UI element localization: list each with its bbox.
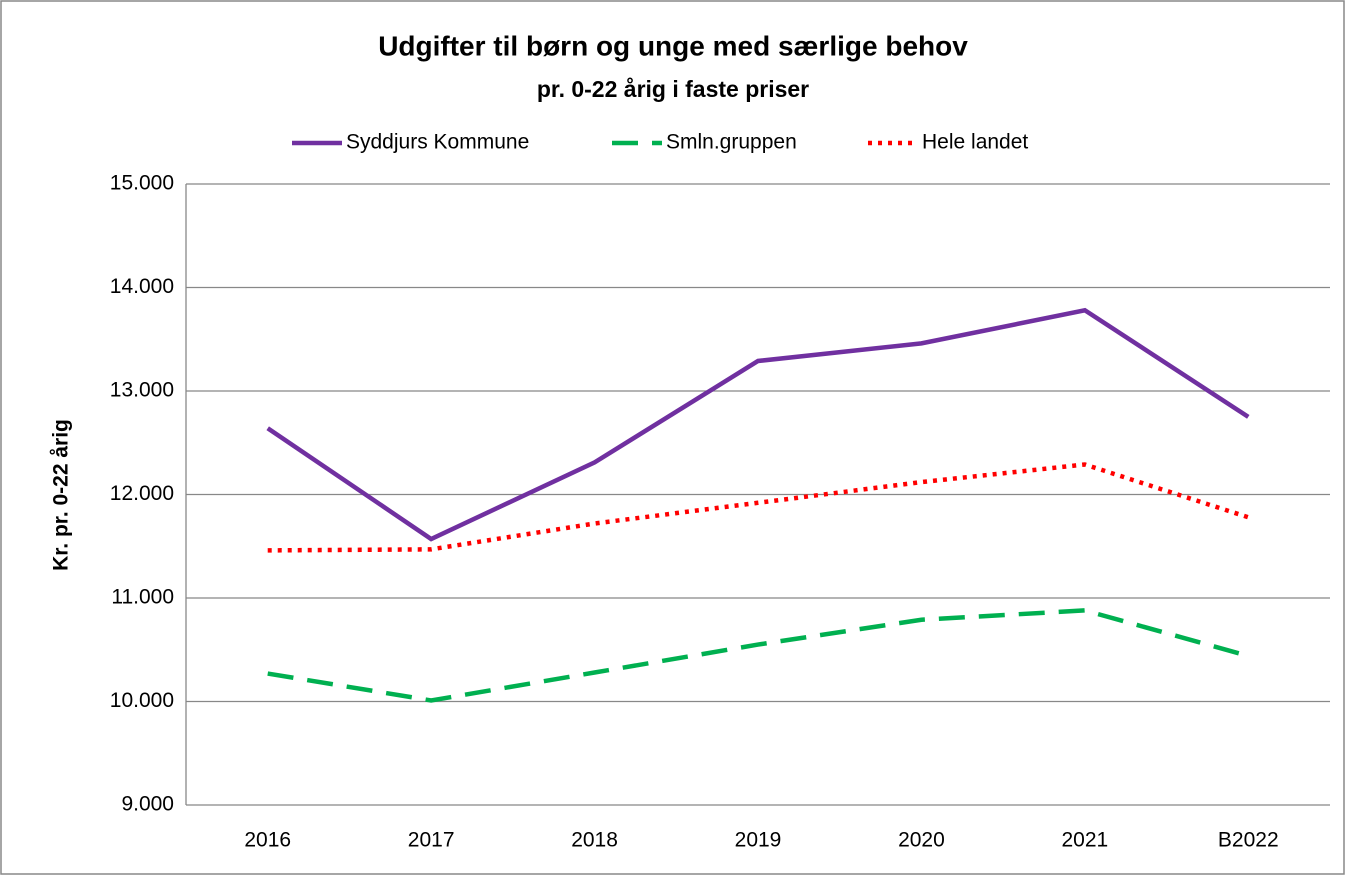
y-tick-label: 14.000 [110,275,174,298]
series-line [267,462,1249,553]
y-tick-label: 9.000 [121,793,174,816]
y-tick-label: 12.000 [110,482,174,505]
chart-subtitle: pr. 0-22 årig i faste priser [537,76,809,102]
legend-label: Smln.gruppen [666,131,797,154]
y-tick-label: 10.000 [110,689,174,712]
x-tick-label: B2022 [1218,829,1279,852]
y-tick-label: 15.000 [110,172,174,195]
legend-label: Hele landet [922,131,1028,154]
y-tick-label: 11.000 [111,586,174,609]
x-tick-label: 2018 [571,829,618,852]
series-line [267,608,1249,703]
x-tick-label: 2020 [898,829,945,852]
series-line [266,307,1250,542]
x-tick-label: 2016 [244,829,291,852]
legend-label: Syddjurs Kommune [346,131,529,154]
x-tick-label: 2017 [408,829,455,852]
x-tick-label: 2021 [1061,829,1108,852]
y-axis-label: Kr. pr. 0-22 årig [50,419,73,571]
chart-title: Udgifter til børn og unge med særlige be… [378,30,968,61]
y-tick-label: 13.000 [110,379,174,402]
x-tick-label: 2019 [735,829,782,852]
